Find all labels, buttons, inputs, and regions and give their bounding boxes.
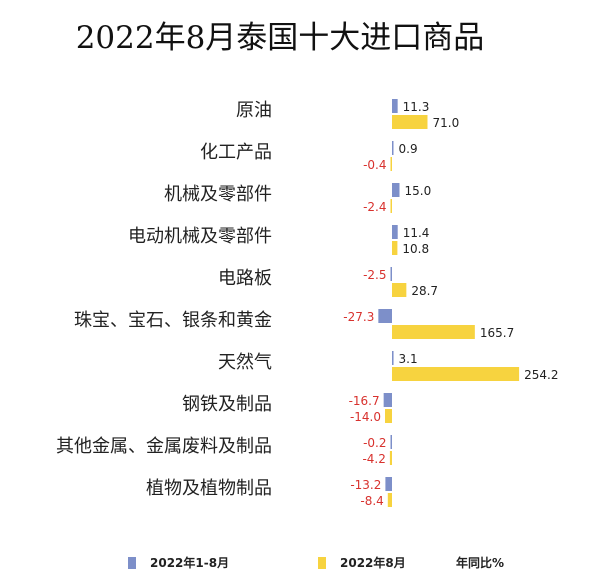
bar-series-b: [390, 199, 392, 213]
bar-series-b: [392, 367, 520, 381]
category-label: 珠宝、宝石、银条和黄金: [74, 310, 272, 331]
data-label: -14.0: [350, 410, 381, 424]
category-label: 其他金属、金属废料及制品: [56, 436, 272, 457]
data-label: 0.9: [399, 142, 418, 156]
category-label: 电动机械及零部件: [128, 226, 272, 247]
data-label: 28.7: [411, 284, 438, 298]
data-label: -0.2: [363, 436, 386, 450]
legend-label-series-a: 2022年1-8月: [150, 556, 230, 570]
bar-series-a: [385, 477, 392, 491]
bar-series-b: [387, 493, 392, 507]
data-label: 165.7: [480, 326, 514, 340]
category-label: 天然气: [218, 352, 272, 373]
bar-series-a: [392, 141, 394, 155]
legend-item-series-b: 2022年8月: [318, 554, 406, 571]
bar-series-b: [392, 115, 428, 129]
bar-series-a: [392, 225, 398, 239]
data-label: -0.4: [363, 158, 386, 172]
category-label: 原油: [236, 100, 272, 121]
data-label: -27.3: [343, 310, 374, 324]
bar-series-a: [383, 393, 392, 407]
chart-title: 2022年8月泰国十大进口商品: [75, 20, 485, 56]
data-label: -13.2: [350, 478, 381, 492]
data-label: 10.8: [402, 242, 429, 256]
category-label: 钢铁及制品: [182, 394, 272, 415]
data-label: -2.4: [363, 200, 386, 214]
legend: 2022年1-8月 2022年8月 年同比%: [0, 548, 600, 578]
category-label: 植物及植物制品: [146, 478, 272, 499]
bar-series-b: [385, 409, 392, 423]
data-label: -16.7: [349, 394, 380, 408]
data-label: 71.0: [433, 116, 460, 130]
bar-series-b: [392, 325, 475, 339]
data-label: 3.1: [399, 352, 418, 366]
data-label: -2.5: [363, 268, 386, 282]
data-label: 11.3: [403, 100, 430, 114]
bar-series-b: [390, 157, 392, 171]
bar-series-b: [392, 241, 398, 255]
data-label: 15.0: [405, 184, 432, 198]
bar-series-a: [378, 309, 392, 323]
data-label: -4.2: [362, 452, 385, 466]
bar-series-a: [392, 183, 400, 197]
category-label: 化工产品: [200, 142, 272, 163]
bar-series-a: [392, 351, 394, 365]
legend-label-series-b: 2022年8月: [340, 556, 406, 570]
data-label: -8.4: [360, 494, 383, 508]
data-label: 254.2: [524, 368, 558, 382]
bar-series-a: [392, 99, 398, 113]
legend-swatch-series-b: [318, 556, 326, 569]
category-label: 机械及零部件: [164, 184, 272, 205]
bar-series-a: [390, 267, 392, 281]
legend-unit-label: 年同比%: [456, 556, 505, 570]
category-label: 电路板: [218, 268, 272, 289]
bar-series-b: [392, 283, 407, 297]
bar-chart: 原油 11.371.0 化工产品 0.9 -0.4 机械及零部件 15.0 -2.4 电动机械及…: [56, 99, 558, 508]
legend-item-series-a: 2022年1-8月: [128, 554, 229, 571]
legend-swatch-series-a: [128, 556, 136, 569]
data-label: 11.4: [403, 226, 430, 240]
bar-series-a: [390, 435, 392, 449]
bar-series-b: [389, 451, 392, 465]
